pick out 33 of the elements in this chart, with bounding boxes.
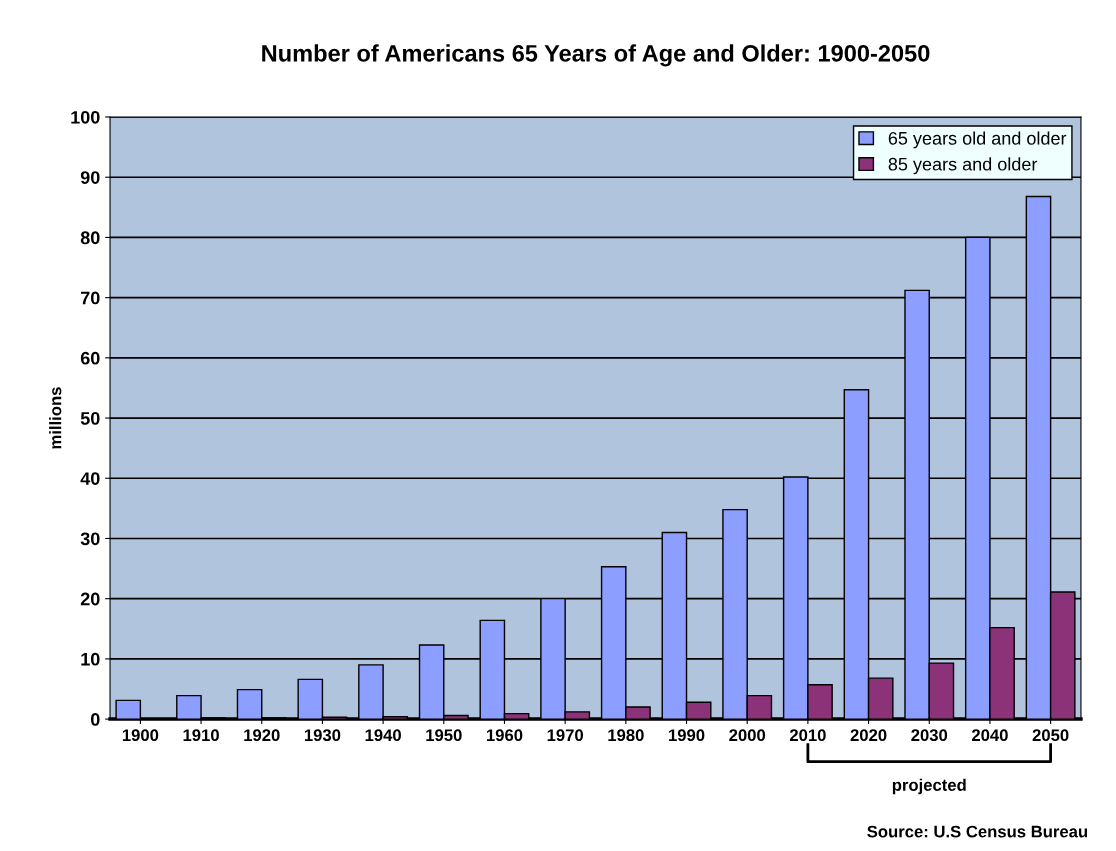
y-tick-label: 40 — [80, 472, 100, 485]
chart-title: Number of Americans 65 Years of Age and Older: 1900-2050 — [262, 44, 930, 67]
x-tick-label: 1900 — [122, 729, 159, 742]
y-tick-label: 10 — [81, 652, 100, 666]
y-tick-label: 0 — [90, 713, 100, 726]
y-tick-label: 30 — [80, 532, 100, 546]
x-tick-label: 2050 — [1032, 729, 1069, 742]
text: projected — [892, 778, 966, 795]
y-tick-label: 20 — [80, 592, 100, 606]
x-tick-label: 1990 — [669, 729, 705, 742]
y-axis-title: millions — [49, 387, 62, 449]
x-tick-label: 2040 — [971, 729, 1008, 742]
legend-label: 65 years old and older — [888, 131, 1067, 149]
source-note: Source: U.S Census Bureau — [867, 825, 1088, 838]
x-tick-label: 1950 — [426, 729, 462, 742]
x-tick-label: 1910 — [183, 729, 219, 742]
y-tick-label: 70 — [81, 291, 100, 305]
x-tick-label: 2030 — [911, 729, 948, 742]
y-tick-label: 100 — [71, 110, 100, 124]
x-tick-label: 1920 — [244, 729, 280, 742]
y-tick-label: 80 — [80, 231, 100, 245]
x-tick-label: 2010 — [789, 729, 826, 742]
x-tick-label: 1960 — [486, 729, 523, 742]
x-tick-label: 1970 — [547, 729, 584, 742]
x-tick-label: 1940 — [365, 729, 401, 742]
legend-label: 85 years and older — [888, 157, 1038, 175]
x-tick-label: 1980 — [608, 729, 644, 742]
y-tick-label: 60 — [80, 351, 100, 365]
x-tick-label: 1930 — [304, 729, 341, 742]
x-tick-label: 2020 — [850, 729, 887, 742]
y-tick-label: 90 — [80, 171, 100, 184]
x-tick-label: 2000 — [729, 729, 766, 742]
y-tick-label: 50 — [80, 411, 100, 425]
